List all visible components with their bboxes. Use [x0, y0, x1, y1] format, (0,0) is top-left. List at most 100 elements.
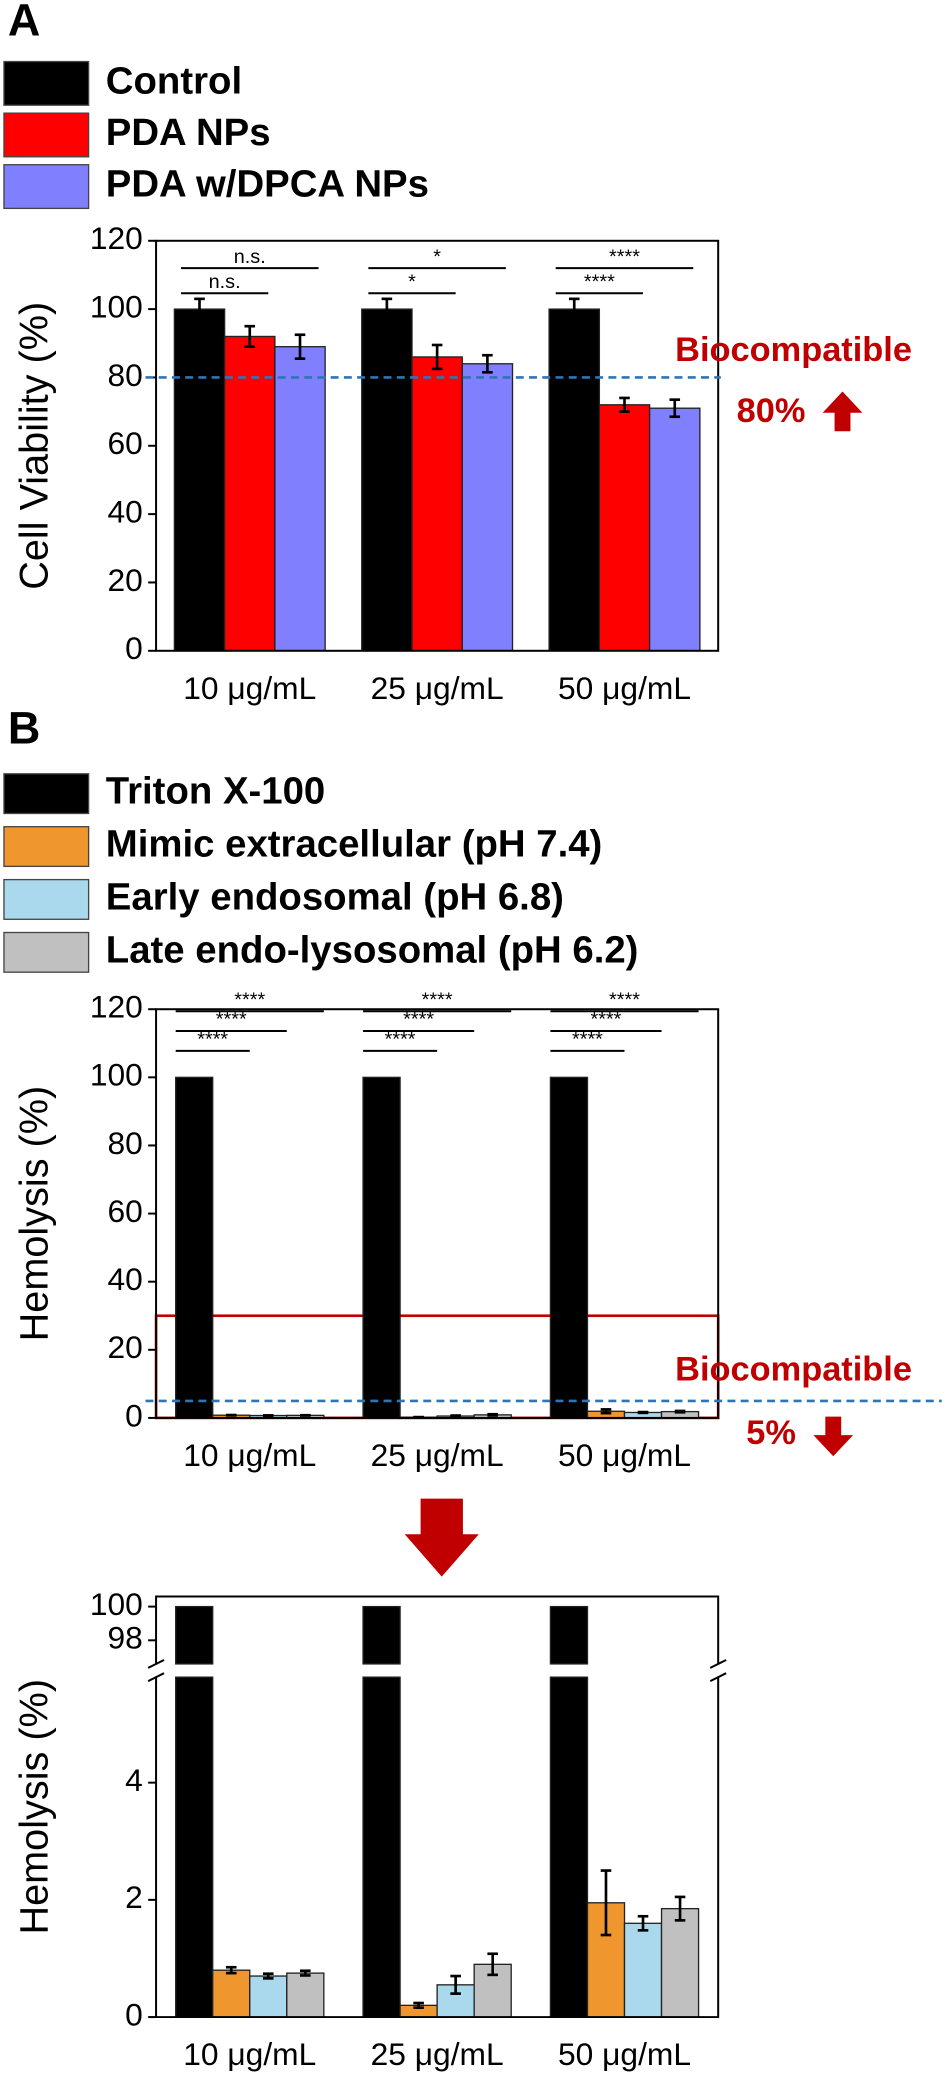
bar: [598, 404, 651, 652]
y-tick-label: 4: [125, 1762, 143, 1798]
bar: [223, 335, 276, 652]
bar: [212, 1969, 251, 2018]
bar: [549, 1076, 589, 1419]
y-tick-label: 20: [108, 1329, 143, 1365]
y-tick-label: 0: [125, 1996, 143, 2032]
transition-arrow: [404, 1498, 479, 1577]
y-tick-label: 40: [108, 494, 143, 530]
significance-label: ****: [609, 246, 640, 268]
significance-label: ****: [422, 989, 453, 1011]
legend-label: Triton X-100: [106, 770, 325, 813]
y-axis-label: Hemolysis (%): [13, 1679, 57, 1935]
x-tick-label: 25 μg/mL: [371, 670, 504, 706]
y-tick-label: 60: [108, 1193, 143, 1229]
y-tick-label: 98: [108, 1620, 143, 1656]
axis-break: [709, 1659, 727, 1669]
bar: [362, 1076, 401, 1419]
threshold-label: 5%: [746, 1414, 796, 1452]
significance-label: ****: [584, 271, 615, 293]
bar: [286, 1972, 325, 2018]
axis-break: [147, 1659, 165, 1669]
y-axis-label: Hemolysis (%): [13, 1086, 57, 1342]
x-tick-label: 10 μg/mL: [183, 670, 316, 706]
annotation-arrow: [822, 391, 863, 432]
legend-swatch: [3, 878, 90, 920]
bar: [623, 1922, 663, 2018]
legend-label: Early endosomal (pH 6.8): [106, 876, 564, 919]
y-tick-label: 120: [90, 989, 143, 1025]
y-tick-label: 80: [108, 357, 143, 393]
x-tick-label: 50 μg/mL: [558, 2036, 691, 2072]
bar-upper: [175, 1605, 214, 1665]
y-tick-label: 20: [108, 562, 143, 598]
y-tick-label: 100: [90, 1057, 143, 1093]
bar: [361, 308, 413, 652]
y-tick-label: 120: [90, 220, 143, 256]
bar-lower: [175, 1676, 214, 2018]
x-tick-label: 50 μg/mL: [558, 670, 691, 706]
legend-label: Late endo-lysosomal (pH 6.2): [106, 928, 639, 971]
significance-label: ****: [385, 1029, 416, 1051]
legend-swatch: [3, 164, 90, 210]
bar: [175, 1076, 214, 1419]
bar: [274, 346, 326, 652]
legend-label: PDA w/DPCA NPs: [106, 163, 429, 206]
panel-label: B: [8, 702, 40, 753]
significance-label: n.s.: [234, 246, 266, 268]
highlight-box: [154, 1314, 720, 1420]
panel-label: A: [8, 0, 40, 46]
bar: [173, 308, 226, 652]
significance-label: ****: [591, 1009, 622, 1031]
y-tick-label: 0: [125, 630, 143, 666]
bar-upper: [362, 1605, 401, 1665]
annotation: Biocompatible: [675, 1351, 912, 1389]
legend-swatch: [3, 112, 90, 158]
y-tick-label: 2: [125, 1879, 143, 1915]
annotation: Biocompatible: [675, 331, 912, 369]
y-tick-label: 80: [108, 1125, 143, 1161]
bar-upper: [549, 1605, 589, 1665]
significance-label: ****: [403, 1009, 434, 1031]
legend-swatch: [3, 60, 90, 106]
legend-swatch: [3, 931, 90, 973]
bar: [461, 363, 514, 652]
axis-break: [147, 1672, 165, 1683]
axis-frame: [155, 1595, 720, 2019]
legend-label: PDA NPs: [106, 111, 271, 154]
significance-label: ****: [197, 1029, 228, 1051]
axis-frame: [155, 1008, 720, 1419]
legend-label: Mimic extracellular (pH 7.4): [106, 823, 603, 866]
significance-label: ****: [572, 1029, 603, 1051]
x-tick-label: 10 μg/mL: [183, 2036, 316, 2072]
bar: [648, 407, 701, 652]
threshold-label: 80%: [737, 392, 806, 430]
significance-label: ****: [234, 989, 265, 1011]
y-axis-label: Cell Viability (%): [13, 302, 57, 590]
significance-label: *: [408, 271, 416, 293]
axis-frame: [155, 239, 720, 652]
y-tick-label: 100: [90, 289, 143, 325]
x-tick-label: 10 μg/mL: [183, 1437, 316, 1473]
legend-label: Control: [106, 60, 242, 103]
bar: [660, 1907, 700, 2018]
x-tick-label: 25 μg/mL: [371, 1437, 504, 1473]
legend-swatch: [3, 826, 90, 868]
significance-label: ****: [216, 1009, 247, 1031]
bar-lower: [362, 1676, 401, 2018]
bar: [411, 356, 463, 652]
bar-lower: [549, 1676, 589, 2018]
bar: [548, 308, 601, 652]
x-tick-label: 25 μg/mL: [371, 2036, 504, 2072]
legend-swatch: [3, 773, 90, 815]
y-tick-label: 60: [108, 425, 143, 461]
significance-label: *: [433, 246, 441, 268]
y-tick-label: 100: [90, 1586, 143, 1622]
bar: [249, 1975, 288, 2018]
axis-break: [709, 1672, 727, 1683]
y-tick-label: 0: [125, 1397, 143, 1433]
x-tick-label: 50 μg/mL: [558, 1437, 691, 1473]
significance-label: ****: [609, 989, 640, 1011]
y-tick-label: 40: [108, 1261, 143, 1297]
significance-label: n.s.: [209, 271, 241, 293]
